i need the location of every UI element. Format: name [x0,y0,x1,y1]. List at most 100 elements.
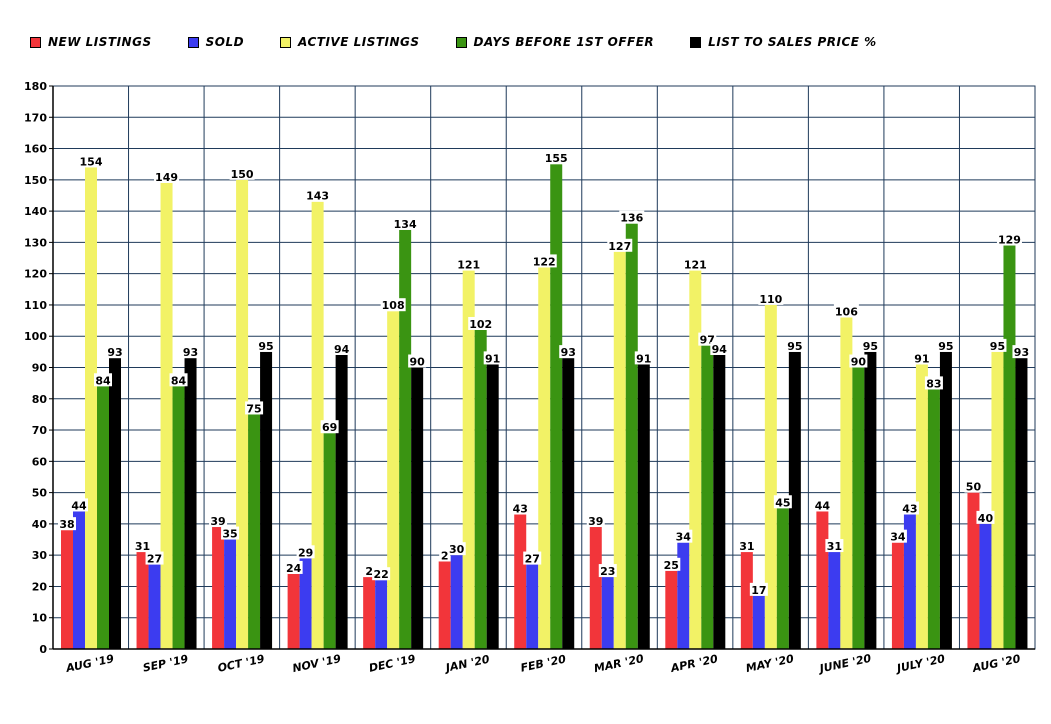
x-tick-label: OCT '19 [217,652,266,675]
data-label: 122 [533,255,556,268]
bar [526,564,539,649]
y-tick-label: 100 [24,330,47,343]
data-label: 31 [135,540,150,553]
bar [287,573,300,649]
bar [967,492,980,649]
data-label: 84 [171,374,187,387]
bar [601,577,614,649]
data-label-bg [380,298,406,312]
bar [991,351,1004,649]
y-tick-label: 10 [32,612,48,625]
bar [97,386,109,649]
data-label-bg [737,539,756,553]
data-label: 2 [365,565,373,578]
data-label: 95 [938,340,953,353]
data-label: 34 [890,531,906,544]
data-label-bg [363,564,375,578]
data-label-bg [586,514,605,528]
data-label-bg [245,401,264,415]
data-label: 90 [851,356,867,369]
data-label: 102 [469,318,492,331]
data-label-bg [408,354,427,368]
data-label-bg [229,166,255,180]
data-label: 95 [990,340,1005,353]
data-label-bg [78,154,104,168]
data-label-bg [773,495,792,509]
legend-label: SOLD [205,35,245,49]
data-label-bg [710,341,729,355]
bar [625,223,638,649]
data-label: 106 [835,305,858,318]
bar [399,229,412,649]
data-label-bg [833,304,859,318]
data-label: 91 [485,352,500,365]
data-label: 143 [306,190,329,203]
data-label: 93 [561,346,576,359]
data-label-bg [181,345,200,359]
data-label: 35 [222,528,237,541]
legend-item: SOLD [187,35,245,49]
data-label-bg [598,564,617,578]
data-label: 94 [712,343,728,356]
data-label-bg [912,351,931,365]
bars [61,164,1028,650]
data-label-bg [332,341,351,355]
bar [486,364,499,649]
y-tick-label: 70 [32,424,48,437]
data-label-bg [543,151,569,165]
x-tick-label: NOV '19 [291,652,342,675]
data-label-bg [154,169,180,183]
bar [752,595,765,649]
data-label-bg [924,376,943,390]
data-label: 110 [759,293,782,306]
data-label: 69 [322,421,337,434]
legend-item: LIST TO SALES PRICE % [690,35,876,49]
data-label-bg [849,354,868,368]
bar [915,364,928,649]
data-label-bg [483,351,502,365]
bar [939,351,952,649]
data-label: 108 [382,299,405,312]
data-label-bg [439,548,451,562]
data-label-bg [257,338,276,352]
data-label-bg [209,514,228,528]
data-labels: 3844154849331271498493393515075952429143… [58,151,1031,597]
data-label-bg [936,338,955,352]
data-label-bg [70,498,88,512]
bar [852,367,865,649]
data-label-bg [758,291,784,305]
data-label-bg [531,254,557,268]
data-label-bg [825,539,844,553]
bar [363,577,376,649]
bar [864,351,877,649]
bar [764,304,777,649]
bar [903,514,916,649]
data-label-bg [674,529,693,543]
data-label: 83 [926,377,941,390]
bar [589,527,602,649]
data-label: 22 [373,568,388,581]
y-tick-label: 160 [24,143,47,156]
data-label: 25 [664,559,679,572]
data-label: 75 [246,402,261,415]
bar [828,552,841,649]
data-label: 31 [739,540,754,553]
legend-swatch [455,36,467,48]
data-label-bg [94,373,112,387]
data-label: 93 [107,346,122,359]
data-label: 2 [441,549,449,562]
bar [335,354,348,649]
data-label-bg [634,351,653,365]
bar [689,270,702,649]
x-tick-label: AUG '20 [970,652,1021,675]
y-tick-label: 40 [32,518,48,531]
data-label: 91 [914,352,929,365]
data-label: 93 [183,346,198,359]
data-label: 45 [775,496,790,509]
bar [776,508,789,649]
bar [299,558,312,649]
data-label-bg [996,232,1022,246]
bar [562,358,575,649]
bar [979,523,992,649]
bar [387,311,400,649]
